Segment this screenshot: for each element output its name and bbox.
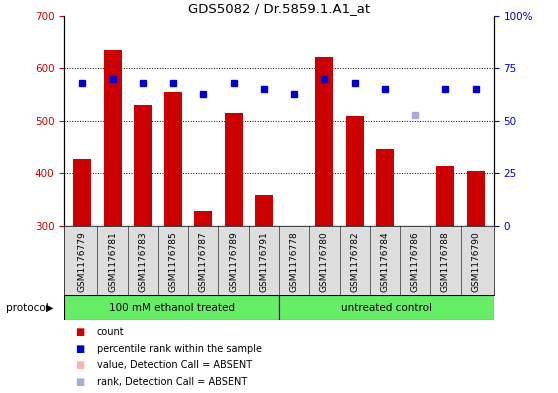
Text: GSM1176783: GSM1176783 (138, 231, 147, 292)
Text: 100 mM ethanol treated: 100 mM ethanol treated (109, 303, 234, 312)
Bar (345, 116, 364, 226)
Text: GSM1176781: GSM1176781 (108, 231, 117, 292)
Bar (436, 165, 455, 226)
Bar (134, 105, 152, 226)
Text: GSM1176790: GSM1176790 (471, 231, 480, 292)
Text: GSM1176791: GSM1176791 (259, 231, 268, 292)
Bar (73, 159, 92, 226)
Text: GSM1176788: GSM1176788 (441, 231, 450, 292)
Text: ■: ■ (75, 343, 85, 354)
Text: GSM1176789: GSM1176789 (229, 231, 238, 292)
FancyBboxPatch shape (279, 295, 494, 320)
Text: GSM1176782: GSM1176782 (350, 231, 359, 292)
Bar (255, 195, 273, 226)
Bar (194, 211, 213, 226)
Bar (103, 50, 122, 226)
Text: protocol: protocol (6, 303, 49, 312)
Bar (224, 113, 243, 226)
Text: value, Detection Call = ABSENT: value, Detection Call = ABSENT (97, 360, 252, 370)
Text: ■: ■ (75, 360, 85, 370)
Bar (164, 92, 182, 226)
Text: count: count (97, 327, 124, 337)
Text: GSM1176778: GSM1176778 (290, 231, 299, 292)
Text: GSM1176784: GSM1176784 (381, 231, 389, 292)
Text: GSM1176779: GSM1176779 (78, 231, 87, 292)
FancyBboxPatch shape (64, 295, 279, 320)
Text: GSM1176786: GSM1176786 (411, 231, 420, 292)
Text: GSM1176780: GSM1176780 (320, 231, 329, 292)
Text: GSM1176787: GSM1176787 (199, 231, 208, 292)
Text: ■: ■ (75, 327, 85, 337)
Text: percentile rank within the sample: percentile rank within the sample (97, 343, 262, 354)
Text: rank, Detection Call = ABSENT: rank, Detection Call = ABSENT (97, 376, 247, 387)
Bar (376, 149, 394, 226)
Text: GSM1176785: GSM1176785 (169, 231, 177, 292)
Text: untreated control: untreated control (341, 303, 432, 312)
Bar (315, 57, 334, 226)
Text: ▶: ▶ (46, 303, 53, 312)
Title: GDS5082 / Dr.5859.1.A1_at: GDS5082 / Dr.5859.1.A1_at (188, 2, 370, 15)
Text: ■: ■ (75, 376, 85, 387)
Bar (466, 171, 485, 226)
